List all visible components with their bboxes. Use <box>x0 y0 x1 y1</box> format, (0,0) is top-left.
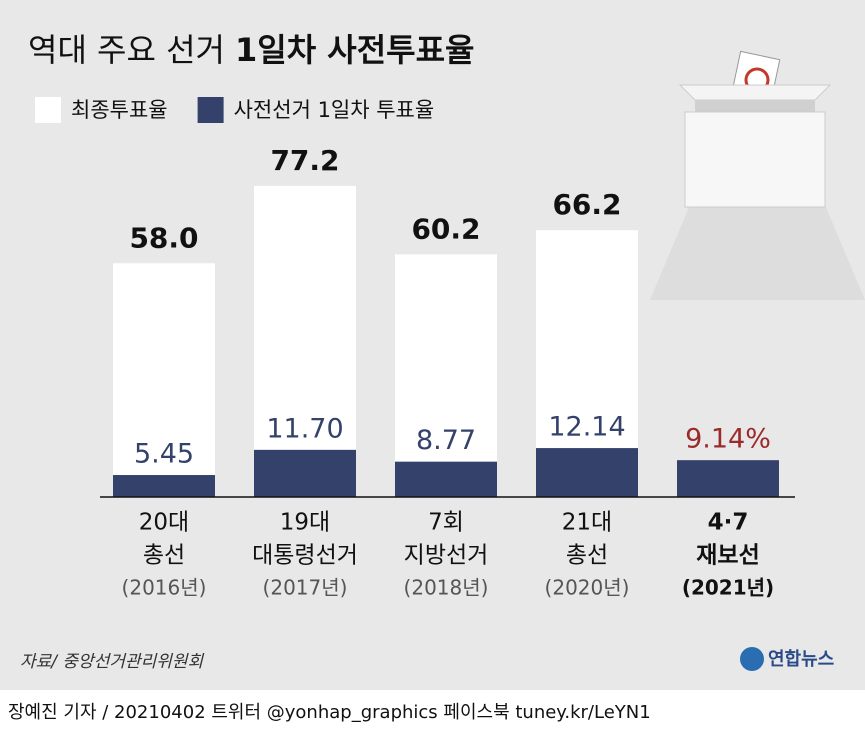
bar <box>113 263 215 497</box>
value-label: 9.14% <box>685 424 771 455</box>
ballot-box <box>650 50 865 300</box>
x-tick-label: 7회 <box>428 510 464 536</box>
footer: 장예진 기자 / 20210402 트위터 @yonhap_graphics 페… <box>8 702 651 723</box>
x-tick-label: (2021년) <box>682 576 774 600</box>
x-tick-label: 재보선 <box>696 543 759 569</box>
x-tick-label: 총선 <box>143 543 185 569</box>
value-label: 5.45 <box>134 439 194 470</box>
x-tick-label: 4·7 <box>708 510 749 536</box>
source: 자료/ 중앙선거관리위원회 <box>20 652 205 672</box>
bar <box>254 185 356 497</box>
x-tick-label: 19대 <box>280 510 330 536</box>
value-label: 11.70 <box>266 413 343 444</box>
x-tick-label: (2017년) <box>263 576 348 600</box>
logo-icon <box>740 647 764 671</box>
logo: 연합뉴스 <box>768 648 834 670</box>
title: 역대 주요 선거 1일차 사전투표율 <box>28 31 474 69</box>
x-tick-label: 대통령선거 <box>252 543 358 569</box>
x-tick-label: 총선 <box>566 543 608 569</box>
value-label: 12.14 <box>548 412 625 443</box>
value-label: 66.2 <box>552 188 621 221</box>
x-tick-label: (2018년) <box>404 576 489 600</box>
x-tick-label: 21대 <box>562 510 612 536</box>
bar <box>254 449 356 497</box>
bar <box>395 254 497 497</box>
footer-background <box>0 690 865 732</box>
x-tick-label: (2016년) <box>122 576 207 600</box>
bar <box>395 461 497 497</box>
value-label: 60.2 <box>411 212 480 245</box>
x-tick-label: (2020년) <box>545 576 630 600</box>
value-label: 77.2 <box>270 144 339 177</box>
legend-swatch <box>35 97 61 123</box>
title-light: 역대 주요 선거 <box>28 31 225 69</box>
value-label: 58.0 <box>129 221 198 254</box>
legend: 최종투표율 사전선거 1일차 투표율 <box>35 97 434 123</box>
bar <box>113 475 215 497</box>
legend-label: 최종투표율 <box>71 98 168 122</box>
bar <box>677 460 779 497</box>
x-tick-label: 지방선거 <box>404 543 489 569</box>
x-tick-label: 20대 <box>139 510 189 536</box>
title-bold: 1일차 사전투표율 <box>235 31 475 69</box>
legend-swatch <box>197 97 224 123</box>
bar <box>536 448 638 497</box>
value-label: 8.77 <box>416 425 476 456</box>
legend-label: 사전선거 1일차 투표율 <box>234 98 435 122</box>
